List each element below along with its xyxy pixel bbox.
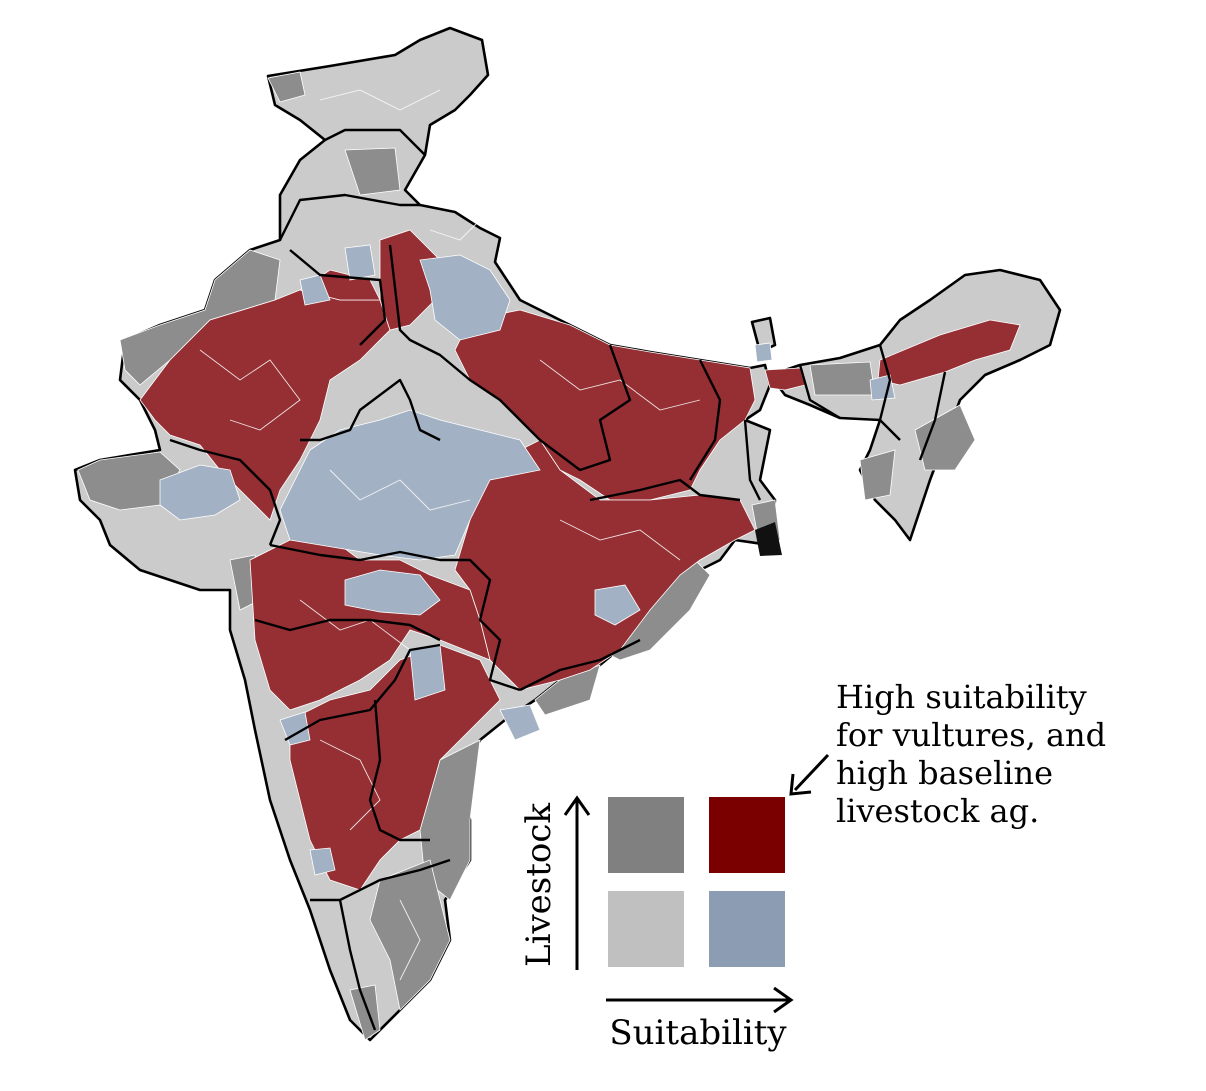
state-border	[254, 618, 441, 642]
region-telangana-north	[409, 644, 446, 701]
state-border	[300, 378, 441, 442]
state-border	[284, 643, 441, 742]
region-madhya-pradesh	[279, 409, 541, 561]
legend-cell-high-suitability-high-livestock	[709, 797, 785, 873]
suitability-arrow-head	[773, 986, 794, 1014]
region-tamil-nadu	[369, 859, 451, 1011]
region-assam-south	[914, 404, 976, 471]
region-kashmir-east	[344, 147, 401, 196]
district-line	[329, 469, 471, 511]
state-border	[688, 359, 722, 481]
legend-cell-low-suitability-low-livestock	[608, 891, 684, 967]
region-punjab	[299, 274, 331, 306]
red-zones	[139, 229, 1021, 891]
state-border	[278, 193, 420, 241]
state-border	[269, 543, 521, 692]
livestock-axis-label: Livestock	[519, 803, 559, 967]
state-border	[918, 371, 947, 461]
region-meghalaya	[809, 361, 876, 396]
region-south-east	[419, 739, 481, 901]
region-karnataka-south	[309, 847, 336, 876]
annotation-pointer	[793, 753, 830, 792]
region-kashmir-west	[267, 71, 306, 103]
region-andhra-south	[499, 704, 541, 741]
legend-cell-high-suitability-low-livestock	[709, 891, 785, 967]
suitability-axis-label: Suitability	[609, 1013, 787, 1053]
region-tripura	[859, 449, 896, 501]
state-border	[798, 364, 841, 420]
state-border	[310, 858, 451, 902]
region-gujarat-east	[159, 464, 241, 521]
state-border	[324, 128, 426, 156]
annotation-line-2: for vultures, and	[836, 716, 1106, 754]
region-northwest	[119, 249, 281, 386]
state-border	[878, 344, 901, 441]
legend-cell-low-suitability-high-livestock	[608, 797, 684, 873]
livestock-arrow-head	[563, 795, 591, 816]
region-rajasthan	[139, 289, 391, 521]
state-border	[743, 419, 762, 501]
blue-zones	[159, 244, 896, 876]
state-border	[338, 899, 377, 1031]
state-border	[169, 438, 282, 546]
region-haryana	[379, 229, 441, 331]
region-uttar-pradesh-west	[419, 254, 511, 341]
region-delhi-area	[344, 244, 376, 281]
district-line	[199, 349, 301, 431]
region-maharashtra	[249, 539, 491, 711]
district-line	[429, 219, 481, 241]
district-line	[319, 89, 441, 111]
region-odisha-west	[594, 584, 641, 626]
region-sundarbans	[755, 522, 782, 556]
region-sikkim	[754, 342, 773, 363]
annotation-line-1: High suitability	[836, 678, 1087, 716]
district-line	[399, 899, 421, 981]
annotation-line-3: high baseline	[836, 754, 1053, 792]
district-line	[539, 359, 701, 411]
region-vidarbha	[344, 569, 441, 616]
state-border	[589, 478, 741, 502]
region-deccan	[289, 644, 501, 891]
annotation-pointer-head	[789, 773, 812, 796]
state-border	[289, 249, 387, 346]
state-boundaries	[169, 128, 947, 1031]
state-border	[368, 699, 430, 842]
district-line	[319, 739, 381, 831]
state-border	[519, 638, 641, 692]
district-line	[559, 519, 681, 561]
northeast-region	[768, 268, 1062, 542]
region-bengal-strip	[764, 367, 806, 391]
state-border	[388, 244, 632, 472]
bivariate-legend: Livestock Suitability High suitability f…	[519, 678, 1106, 1053]
district-line	[299, 599, 411, 651]
district-lines	[199, 89, 701, 981]
annotation-line-4: livestock ag.	[836, 792, 1039, 830]
region-karnataka-west	[279, 711, 311, 746]
